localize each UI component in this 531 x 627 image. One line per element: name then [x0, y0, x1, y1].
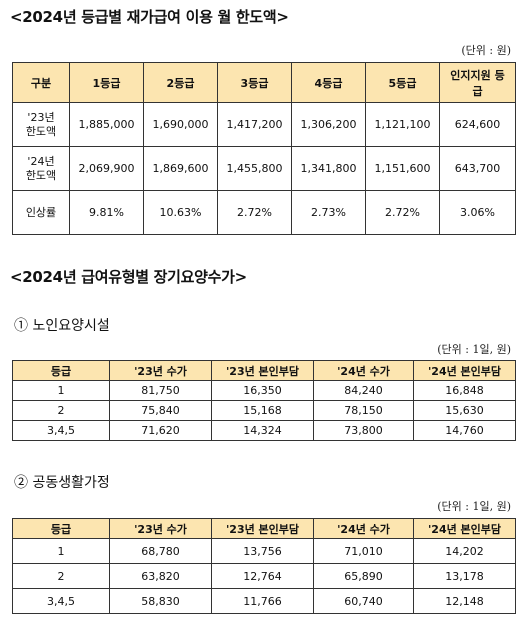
table-row: 3,4,5 71,620 14,324 73,800 14,760: [12, 420, 516, 441]
header-cell: '23년 수가: [109, 360, 212, 381]
table-row: 1 81,750 16,350 84,240 16,848: [12, 380, 516, 401]
table-cell: 60,740: [313, 588, 414, 614]
table-cell: 71,010: [313, 538, 414, 564]
table-row: '24년 한도액 2,069,900 1,869,600 1,455,800 1…: [12, 146, 516, 191]
table-cell: 12,764: [211, 563, 314, 589]
header-cell: 1등급: [69, 62, 144, 103]
table-cell: 15,630: [413, 400, 516, 421]
section1-title: <2024년 등급별 재가급여 이용 월 한도액>: [10, 8, 289, 26]
header-cell: 5등급: [365, 62, 440, 103]
table-cell: 1,455,800: [217, 146, 292, 191]
table-cell: 2.72%: [365, 190, 440, 235]
table-cell: 14,324: [211, 420, 314, 441]
group-home-subtitle: ② 공동생활가정: [14, 475, 110, 491]
table-cell: 58,830: [109, 588, 212, 614]
table-cell: 15,168: [211, 400, 314, 421]
table-cell: 3,4,5: [12, 420, 110, 441]
table-cell: 1,690,000: [143, 102, 218, 147]
table-cell: 1: [12, 380, 110, 401]
row-label: '24년 한도액: [12, 146, 70, 191]
table-cell: 14,760: [413, 420, 516, 441]
nursing-facility-unit: (단위 : 1일, 원): [437, 343, 511, 356]
table-cell: 3.06%: [439, 190, 516, 235]
header-cell: 인지지원 등급: [439, 62, 516, 103]
table-cell: 643,700: [439, 146, 516, 191]
table-cell: 9.81%: [69, 190, 144, 235]
table-cell: 2: [12, 400, 110, 421]
table-cell: 624,600: [439, 102, 516, 147]
table-cell: 68,780: [109, 538, 212, 564]
header-cell: 4등급: [291, 62, 366, 103]
header-cell: '24년 수가: [313, 360, 414, 381]
table-cell: 1,869,600: [143, 146, 218, 191]
header-cell: '23년 본인부담: [211, 360, 314, 381]
header-cell: '24년 수가: [313, 518, 414, 539]
header-cell: '23년 수가: [109, 518, 212, 539]
group-home-unit: (단위 : 1일, 원): [437, 500, 511, 513]
table-cell: 73,800: [313, 420, 414, 441]
row-label: 인상률: [12, 190, 70, 235]
section2-title: <2024년 급여유형별 장기요양수가>: [10, 268, 247, 286]
table-cell: 71,620: [109, 420, 212, 441]
table-cell: 12,148: [413, 588, 516, 614]
table-cell: 2,069,900: [69, 146, 144, 191]
table-cell: 16,350: [211, 380, 314, 401]
header-cell: '24년 본인부담: [413, 518, 516, 539]
header-cell: 등급: [12, 360, 110, 381]
table-row: 1 68,780 13,756 71,010 14,202: [12, 538, 516, 564]
header-cell: '24년 본인부담: [413, 360, 516, 381]
table-cell: 16,848: [413, 380, 516, 401]
table-row: 2 75,840 15,168 78,150 15,630: [12, 400, 516, 421]
table-cell: 10.63%: [143, 190, 218, 235]
header-cell: '23년 본인부담: [211, 518, 314, 539]
table-header-row: 등급 '23년 수가 '23년 본인부담 '24년 수가 '24년 본인부담: [12, 360, 516, 381]
table-cell: 81,750: [109, 380, 212, 401]
table-cell: 78,150: [313, 400, 414, 421]
table-cell: 1,341,800: [291, 146, 366, 191]
table-cell: 1,121,100: [365, 102, 440, 147]
table-cell: 1,417,200: [217, 102, 292, 147]
row-label: '23년 한도액: [12, 102, 70, 147]
table-header-row: 구분 1등급 2등급 3등급 4등급 5등급 인지지원 등급: [12, 62, 516, 103]
table-row: '23년 한도액 1,885,000 1,690,000 1,417,200 1…: [12, 102, 516, 147]
table-cell: 1,885,000: [69, 102, 144, 147]
table-cell: 75,840: [109, 400, 212, 421]
table-cell: 1,306,200: [291, 102, 366, 147]
table-row: 3,4,5 58,830 11,766 60,740 12,148: [12, 588, 516, 614]
table-cell: 65,890: [313, 563, 414, 589]
table-cell: 63,820: [109, 563, 212, 589]
header-cell: 3등급: [217, 62, 292, 103]
table-cell: 2.73%: [291, 190, 366, 235]
nursing-facility-subtitle: ① 노인요양시설: [14, 318, 110, 334]
monthly-limit-table: 구분 1등급 2등급 3등급 4등급 5등급 인지지원 등급 '23년 한도액 …: [12, 62, 516, 235]
table-cell: 13,178: [413, 563, 516, 589]
section1-unit: (단위 : 원): [461, 44, 511, 57]
table-cell: 1,151,600: [365, 146, 440, 191]
table-cell: 13,756: [211, 538, 314, 564]
group-home-table: 등급 '23년 수가 '23년 본인부담 '24년 수가 '24년 본인부담 1…: [12, 518, 516, 614]
table-row: 인상률 9.81% 10.63% 2.72% 2.73% 2.72% 3.06%: [12, 190, 516, 235]
header-cell: 2등급: [143, 62, 218, 103]
table-cell: 11,766: [211, 588, 314, 614]
nursing-facility-table: 등급 '23년 수가 '23년 본인부담 '24년 수가 '24년 본인부담 1…: [12, 360, 516, 441]
table-cell: 14,202: [413, 538, 516, 564]
table-cell: 84,240: [313, 380, 414, 401]
table-cell: 1: [12, 538, 110, 564]
table-row: 2 63,820 12,764 65,890 13,178: [12, 563, 516, 589]
table-cell: 3,4,5: [12, 588, 110, 614]
header-cell: 등급: [12, 518, 110, 539]
table-header-row: 등급 '23년 수가 '23년 본인부담 '24년 수가 '24년 본인부담: [12, 518, 516, 539]
header-cell: 구분: [12, 62, 70, 103]
table-cell: 2.72%: [217, 190, 292, 235]
table-cell: 2: [12, 563, 110, 589]
